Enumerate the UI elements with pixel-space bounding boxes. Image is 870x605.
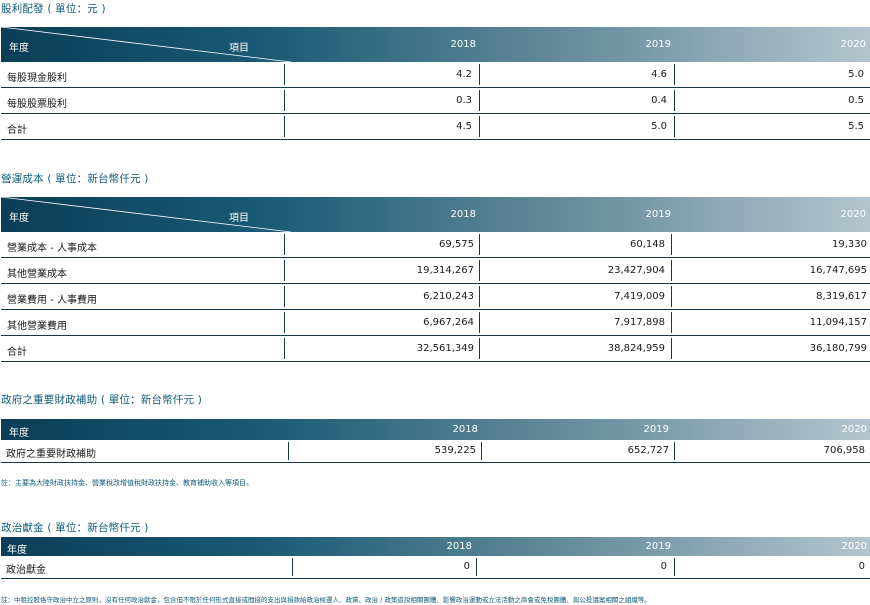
cell-2019: 60,148 xyxy=(630,239,665,250)
header-year-label: 年度 xyxy=(7,545,27,556)
table-row: 每股現金股利 4.2 4.6 5.0 xyxy=(1,62,870,88)
header-year-label: 年度 xyxy=(9,428,29,439)
header-year-2019: 2019 xyxy=(645,39,671,50)
diagonal-divider xyxy=(1,27,291,62)
table-row: 營業費用 - 人事費用 6,210,243 7,419,009 8,319,61… xyxy=(1,284,870,310)
header-year-2020: 2020 xyxy=(841,541,867,552)
header-year-2019: 2019 xyxy=(645,541,671,552)
row-label: 政府之重要財政補助 xyxy=(6,449,96,460)
cell-2020: 5.5 xyxy=(848,121,864,132)
cell-2019: 7,419,009 xyxy=(614,291,665,302)
row-label: 合計 xyxy=(7,347,27,358)
cell-2018: 6,210,243 xyxy=(423,291,474,302)
opcost-title: 營運成本 ( 單位：新台幣仟元 ) xyxy=(1,173,149,185)
header-year-2018: 2018 xyxy=(450,39,476,50)
row-label: 每股現金股利 xyxy=(7,73,67,84)
table-row: 營業成本 - 人事成本 69,575 60,148 19,330 xyxy=(1,232,870,258)
cell-2020: 706,958 xyxy=(823,445,865,456)
header-year-2018: 2018 xyxy=(446,541,472,552)
header-year-2020: 2020 xyxy=(841,424,867,435)
row-label: 每股股票股利 xyxy=(7,99,67,110)
cell-2018: 69,575 xyxy=(439,239,474,250)
donation-title: 政治獻金 ( 單位：新台幣仟元 ) xyxy=(1,522,149,534)
cell-2020: 0.5 xyxy=(848,95,864,106)
dividend-table: 年度 項目 2018 2019 2020 每股現金股利 4.2 4.6 5.0 … xyxy=(1,27,870,140)
subsidy-title: 政府之重要財政補助 ( 單位：新台幣仟元 ) xyxy=(1,394,203,406)
cell-2018: 19,314,267 xyxy=(416,265,474,276)
table-row: 合計 32,561,349 38,824,959 36,180,799 xyxy=(1,336,870,362)
cell-2020: 19,330 xyxy=(832,239,867,250)
table-row: 合計 4.5 5.0 5.5 xyxy=(1,114,870,140)
cell-2019: 7,917,898 xyxy=(614,317,665,328)
opcost-table-header: 年度 項目 2018 2019 2020 xyxy=(1,197,870,232)
cell-2018: 0 xyxy=(463,561,470,572)
header-year-2019: 2019 xyxy=(643,424,669,435)
cell-2018: 32,561,349 xyxy=(416,343,474,354)
cell-2018: 4.2 xyxy=(456,69,472,80)
row-label: 其他營業費用 xyxy=(7,321,67,332)
cell-2018: 539,225 xyxy=(434,445,476,456)
cell-2020: 16,747,695 xyxy=(809,265,867,276)
cell-2020: 36,180,799 xyxy=(809,343,867,354)
cell-2018: 0.3 xyxy=(456,95,472,106)
header-year-2018: 2018 xyxy=(450,209,476,220)
cell-2020: 11,094,157 xyxy=(809,317,867,328)
row-label: 合計 xyxy=(7,125,27,136)
row-label: 營業費用 - 人事費用 xyxy=(7,295,97,306)
table-row: 每股股票股利 0.3 0.4 0.5 xyxy=(1,88,870,114)
cell-2019: 4.6 xyxy=(651,69,667,80)
cell-2020: 5.0 xyxy=(848,69,864,80)
table-row: 政治獻金 0 0 0 xyxy=(1,556,870,579)
cell-2019: 38,824,959 xyxy=(607,343,665,354)
donation-note: 註：中租控股恪守政治中立之原則，沒有任何政治獻金，包含但不限於任何形式直接或間接… xyxy=(1,596,651,604)
header-year-label: 年度 xyxy=(9,43,29,54)
donation-table-header: 年度 2018 2019 2020 xyxy=(1,537,870,556)
cell-2018: 6,967,264 xyxy=(423,317,474,328)
header-item-label: 項目 xyxy=(229,213,249,224)
table-row: 其他營業成本 19,314,267 23,427,904 16,747,695 xyxy=(1,258,870,284)
header-year-2019: 2019 xyxy=(645,209,671,220)
table-row: 政府之重要財政補助 539,225 652,727 706,958 xyxy=(1,440,870,463)
cell-2019: 652,727 xyxy=(627,445,669,456)
cell-2020: 0 xyxy=(858,561,865,572)
cell-2019: 23,427,904 xyxy=(607,265,665,276)
donation-table: 年度 2018 2019 2020 政治獻金 0 0 0 xyxy=(1,537,870,579)
subsidy-table-header: 年度 2018 2019 2020 xyxy=(1,419,870,440)
header-year-2020: 2020 xyxy=(840,39,866,50)
subsidy-table: 年度 2018 2019 2020 政府之重要財政補助 539,225 652,… xyxy=(1,419,870,463)
cell-2019: 0.4 xyxy=(651,95,667,106)
header-year-label: 年度 xyxy=(9,213,29,224)
row-label: 政治獻金 xyxy=(6,565,46,576)
diagonal-divider xyxy=(1,197,291,232)
row-label: 營業成本 - 人事成本 xyxy=(7,243,97,254)
subsidy-note: 註：主要為大陸財政扶持金、營業稅改增值稅財政扶持金、教育補助收入等項目。 xyxy=(1,479,253,487)
cell-2020: 8,319,617 xyxy=(816,291,867,302)
cell-2019: 5.0 xyxy=(651,121,667,132)
dividend-table-header: 年度 項目 2018 2019 2020 xyxy=(1,27,870,62)
cell-2018: 4.5 xyxy=(456,121,472,132)
header-year-2018: 2018 xyxy=(452,424,478,435)
opcost-table: 年度 項目 2018 2019 2020 營業成本 - 人事成本 69,575 … xyxy=(1,197,870,362)
dividend-title: 股利配發 ( 單位：元 ) xyxy=(1,3,106,15)
table-row: 其他營業費用 6,967,264 7,917,898 11,094,157 xyxy=(1,310,870,336)
cell-2019: 0 xyxy=(660,561,667,572)
header-item-label: 項目 xyxy=(229,43,249,54)
row-label: 其他營業成本 xyxy=(7,269,67,280)
header-year-2020: 2020 xyxy=(840,209,866,220)
